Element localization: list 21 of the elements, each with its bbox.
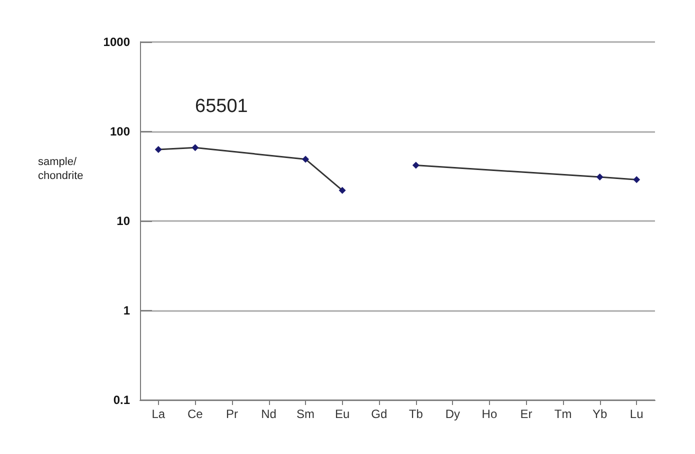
x-tick-label: Yb [592,407,608,421]
x-tick-label: Eu [334,407,350,421]
x-tick-label: Tm [554,407,572,421]
x-tick-label: Nd [261,407,276,421]
x-tick-label: Dy [445,407,460,421]
text: 65501 [195,96,248,117]
x-tick-label: Ho [482,407,498,421]
y-tick-label: 1000 [103,35,130,49]
x-tick-label: Lu [630,407,644,421]
x-tick-label: Tb [408,407,424,421]
x-tick-label: Gd [371,407,388,421]
x-tick-label: Er [520,407,532,421]
x-tick-label: La [152,407,166,421]
x-tick-label: Pr [226,407,238,421]
x-tick-label: Sm [296,407,315,421]
y-tick-label: 1 [123,304,130,318]
y-axis-title: sample/ chondrite [38,156,84,182]
x-tick-label: Ce [188,407,204,421]
y-tick-label: 100 [110,124,130,138]
y-tick-label: 10 [116,214,130,228]
y-tick-label: 0.1 [113,393,130,407]
